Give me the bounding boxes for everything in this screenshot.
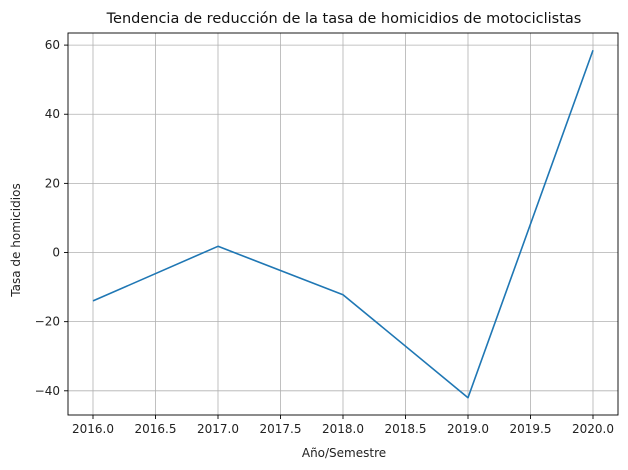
y-tick-label: 0: [52, 246, 60, 260]
x-tick-label: 2018.5: [385, 422, 427, 436]
axis-ticks: 2016.0 2016.5 2017.0 2017.5 2018.0 2018.5 2019…: [35, 38, 614, 436]
y-tick-label: 60: [45, 38, 60, 52]
x-tick-label: 2019.5: [510, 422, 552, 436]
x-tick-label: 2016.0: [72, 422, 114, 436]
y-axis-label: Tasa de homicidios: [9, 183, 23, 297]
chart-title: Tendencia de reducción de la tasa de hom…: [106, 11, 582, 27]
series-line: [92, 50, 594, 399]
x-tick-label: 2016.5: [135, 422, 177, 436]
y-tick-label: −20: [35, 315, 60, 329]
x-tick-label: 2017.0: [197, 422, 239, 436]
y-tick-label: 20: [45, 176, 60, 190]
x-tick-label: 2017.5: [260, 422, 302, 436]
grid-lines: [68, 33, 618, 415]
x-tick-label: 2018.0: [322, 422, 364, 436]
x-tick-label: 2019.0: [447, 422, 489, 436]
series-layer: [92, 50, 594, 399]
y-tick-label: 40: [45, 107, 60, 121]
x-axis-label: Año/Semestre: [302, 446, 386, 460]
plot-frame: [67, 32, 619, 416]
x-tick-label: 2020.0: [572, 422, 614, 436]
y-tick-label: −40: [35, 384, 60, 398]
